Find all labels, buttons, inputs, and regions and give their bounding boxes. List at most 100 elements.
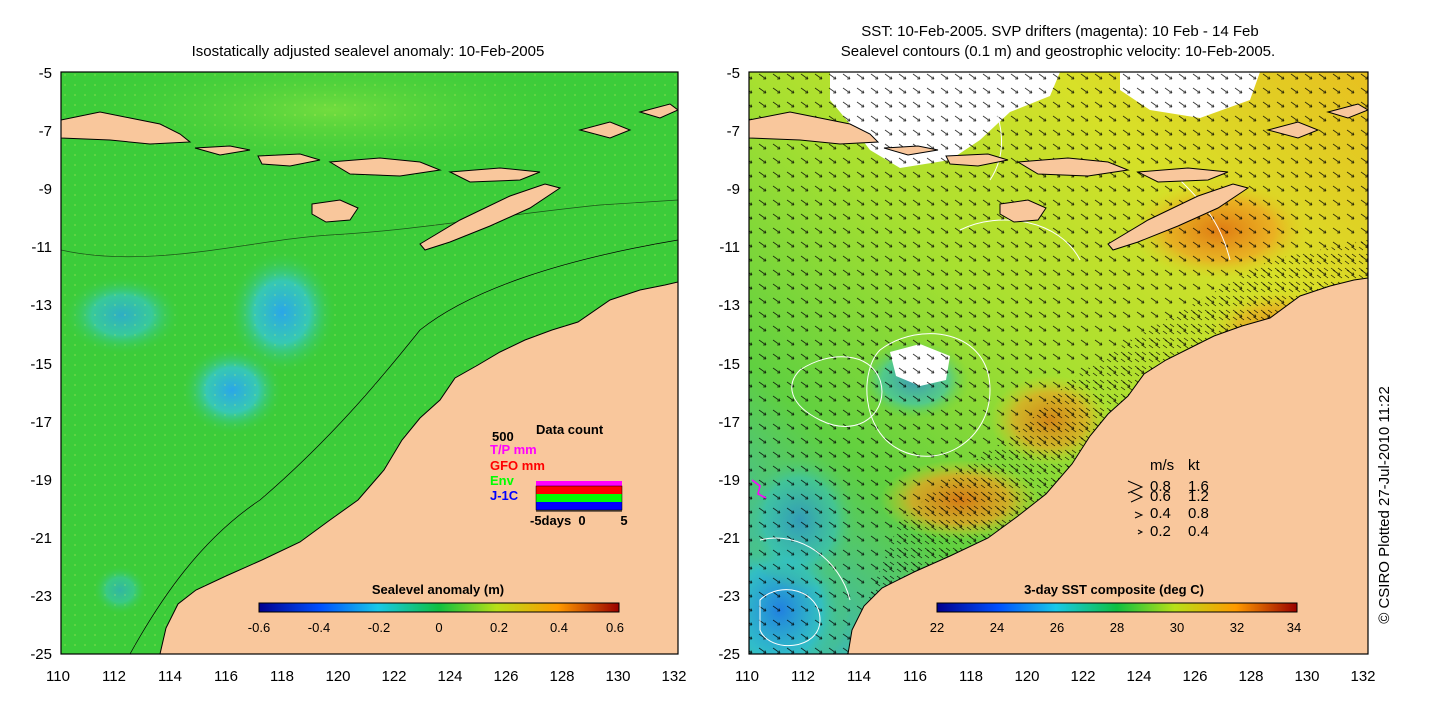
left-x-tick: 118 [270, 668, 294, 685]
sla-colorbar-title: Sealevel anomaly (m) [372, 582, 504, 597]
lesser-sunda-islands-sst [883, 145, 1229, 183]
sla-colorbar-label: 0.2 [490, 620, 508, 635]
sst-colorbar-label: 34 [1287, 620, 1301, 635]
banda-islands [578, 103, 678, 139]
sst-colorbar-label: 32 [1230, 620, 1244, 635]
sst-map [749, 72, 1368, 654]
australia-land [159, 281, 678, 654]
legend-env: Env [490, 473, 515, 488]
right-x-tick: 110 [735, 668, 759, 685]
velocity-legend-kt: 1.2 [1188, 488, 1209, 505]
sst-colorbar-label: 24 [990, 620, 1004, 635]
left-y-tick: -21 [30, 530, 52, 547]
right-panel-title-line1: SST: 10-Feb-2005. SVP drifters (magenta)… [861, 23, 1258, 40]
right-y-tick: -5 [727, 65, 740, 82]
left-x-axis: 110 112 114 116 118 120 122 124 126 128 … [46, 668, 686, 685]
sla-colorbar-gradient [258, 602, 620, 613]
left-y-tick: -9 [39, 181, 52, 198]
right-x-tick: 128 [1238, 668, 1263, 685]
data-count-x-label: 5 [620, 513, 627, 528]
legend-gfo: GFO mm [490, 458, 545, 473]
right-x-tick: 114 [847, 668, 871, 685]
sst-colorbar-label: 26 [1050, 620, 1064, 635]
left-x-tick: 116 [214, 668, 238, 685]
left-x-tick: 114 [158, 668, 182, 685]
right-y-axis: -5 -7 -9 -11 -13 -15 -17 -19 -21 -23 -25 [718, 65, 740, 663]
right-x-tick: 122 [1070, 668, 1095, 685]
sst-colorbar-label: 22 [930, 620, 944, 635]
left-y-axis: -5 -7 -9 -11 -13 -15 -17 -19 -21 -23 -25 [30, 65, 52, 663]
data-count-bars [535, 481, 623, 511]
data-count-inset: Data count 500 T/P mm GFO mm Env J-1C -5… [490, 422, 628, 528]
svp-drifter-track [751, 479, 767, 499]
sla-colorbar-label: 0.4 [550, 620, 568, 635]
velocity-legend-header-kt: kt [1188, 457, 1201, 474]
velocity-legend-kt: 0.4 [1188, 523, 1209, 540]
lesser-sunda-islands [194, 145, 541, 183]
right-y-tick: -19 [718, 472, 740, 489]
right-x-tick: 132 [1350, 668, 1375, 685]
right-x-tick: 112 [791, 668, 815, 685]
velocity-arrow-icon [1137, 529, 1144, 535]
sst-colorbar-gradient [936, 602, 1298, 613]
left-x-tick: 126 [493, 668, 518, 685]
left-y-tick: -23 [30, 588, 52, 605]
velocity-legend-ms: 0.2 [1150, 523, 1171, 540]
left-panel-title: Isostatically adjusted sealevel anomaly:… [192, 43, 545, 60]
sumba-land-sst [999, 199, 1047, 223]
velocity-legend-ms: 0.4 [1150, 505, 1171, 522]
velocity-legend-ms: 0.8 [1150, 478, 1171, 495]
left-x-tick: 120 [325, 668, 350, 685]
left-y-tick: -17 [30, 414, 52, 431]
left-x-tick: 132 [661, 668, 686, 685]
sst-colorbar-title: 3-day SST composite (deg C) [1024, 582, 1204, 597]
velocity-legend-kt: 0.8 [1188, 505, 1209, 522]
velocity-legend: m/s kt 0.8 1.6 0.6 1.2 0.4 0.8 0.2 0.4 [1127, 457, 1209, 540]
left-x-tick: 130 [605, 668, 630, 685]
left-x-tick: 122 [381, 668, 406, 685]
velocity-arrow-icon [1134, 511, 1144, 519]
left-y-tick: -19 [30, 472, 52, 489]
sst-colorbar-label: 30 [1170, 620, 1184, 635]
sst-colorbar: 3-day SST composite (deg C) 22 24 26 28 … [930, 582, 1301, 635]
velocity-legend-kt: 1.6 [1188, 478, 1209, 495]
sla-colorbar-label: -0.4 [308, 620, 330, 635]
timor-land [419, 183, 562, 251]
right-y-tick: -11 [719, 239, 740, 256]
sla-colorbar-label: -0.6 [248, 620, 270, 635]
velocity-arrow-icon [1127, 480, 1144, 494]
velocity-legend-header-ms: m/s [1150, 457, 1174, 474]
right-x-tick: 124 [1126, 668, 1151, 685]
australia-land-sst [847, 277, 1368, 654]
right-y-tick: -21 [718, 530, 740, 547]
java-land [61, 111, 192, 145]
left-y-tick: -13 [30, 297, 52, 314]
left-x-tick: 110 [46, 668, 70, 685]
right-y-tick: -15 [718, 356, 740, 373]
sla-colorbar-label: -0.2 [368, 620, 390, 635]
sla-colorbar-label: 0 [435, 620, 442, 635]
right-panel-title-line2: Sealevel contours (0.1 m) and geostrophi… [841, 43, 1275, 60]
sst-colorbar-label: 28 [1110, 620, 1124, 635]
java-land-sst [749, 111, 880, 145]
right-y-tick: -13 [718, 297, 740, 314]
timor-land-sst [1107, 183, 1250, 251]
left-x-tick: 124 [437, 668, 462, 685]
right-x-axis: 110 112 114 116 118 120 122 124 126 128 … [735, 668, 1375, 685]
credit-text: © CSIRO Plotted 27-Jul-2010 11:22 [1376, 386, 1393, 624]
banda-islands-sst [1266, 103, 1368, 139]
left-y-tick: -5 [39, 65, 52, 82]
left-y-tick: -25 [30, 646, 52, 663]
sla-map [61, 72, 678, 654]
sla-contour [61, 199, 678, 258]
sumba-land [311, 199, 359, 223]
left-y-tick: -11 [31, 239, 52, 256]
right-y-tick: -9 [727, 181, 740, 198]
data-count-x-label: -5days [530, 513, 571, 528]
left-y-tick: -15 [30, 356, 52, 373]
right-y-tick: -23 [718, 588, 740, 605]
left-x-tick: 128 [549, 668, 574, 685]
legend-j1c: J-1C [490, 488, 519, 503]
right-y-tick: -7 [727, 123, 740, 140]
